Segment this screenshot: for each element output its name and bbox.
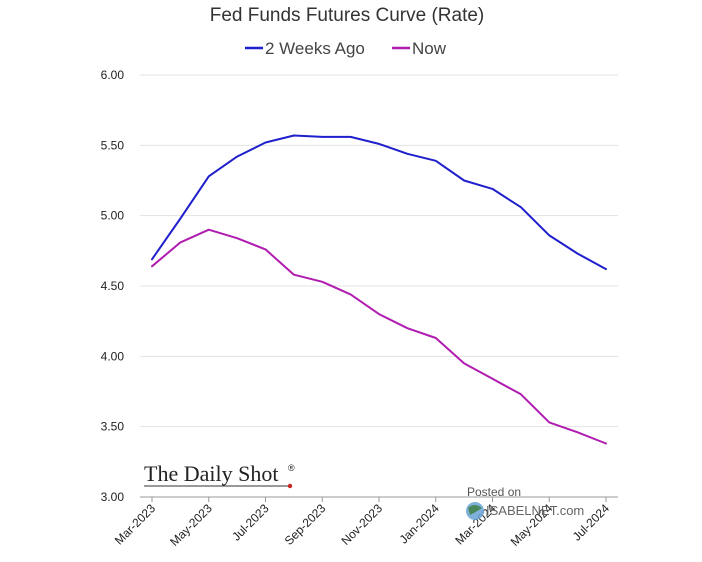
y-tick-label: 3.50	[101, 420, 125, 434]
daily-shot-logo-mark: ®	[288, 463, 295, 473]
grid-layer	[140, 74, 618, 498]
y-axis-ticks: 3.00 3.50 4.00 4.50 5.00 5.50 6.00	[101, 68, 125, 504]
series-line-now	[151, 228, 607, 445]
x-tick-label: Sep-2023	[282, 501, 329, 548]
daily-shot-logo-text: The Daily Shot	[144, 461, 278, 486]
x-tick-label: Jan-2024	[397, 501, 443, 547]
y-tick-label: 4.00	[101, 349, 125, 363]
isabelnet-globe-icon	[466, 502, 484, 520]
x-tick-label: Jul-2023	[229, 501, 272, 544]
y-tick-label: 3.00	[101, 490, 125, 504]
legend-label: 2 Weeks Ago	[265, 39, 365, 58]
posted-on-text: Posted on	[467, 485, 521, 499]
daily-shot-logo: The Daily Shot ®	[144, 461, 295, 489]
chart-title: Fed Funds Futures Curve (Rate)	[210, 5, 485, 26]
x-tick-label: May-2023	[167, 501, 215, 549]
daily-shot-dot	[287, 483, 293, 489]
y-tick-label: 6.00	[101, 68, 125, 82]
isabelnet-text: ISABELNET.com	[486, 503, 584, 518]
legend-label: Now	[412, 39, 447, 58]
y-tick-label: 5.50	[101, 138, 125, 152]
x-tick-label: Nov-2023	[338, 501, 385, 548]
x-tick-label: Mar-2023	[112, 501, 158, 547]
y-tick-label: 4.50	[101, 279, 125, 293]
series-layer	[151, 134, 607, 445]
legend: 2 Weeks Ago Now	[245, 39, 447, 58]
series-line-two-weeks-ago	[151, 134, 607, 271]
y-tick-label: 5.00	[101, 209, 125, 223]
isabelnet-watermark: Posted on ISABELNET.com	[466, 485, 584, 520]
